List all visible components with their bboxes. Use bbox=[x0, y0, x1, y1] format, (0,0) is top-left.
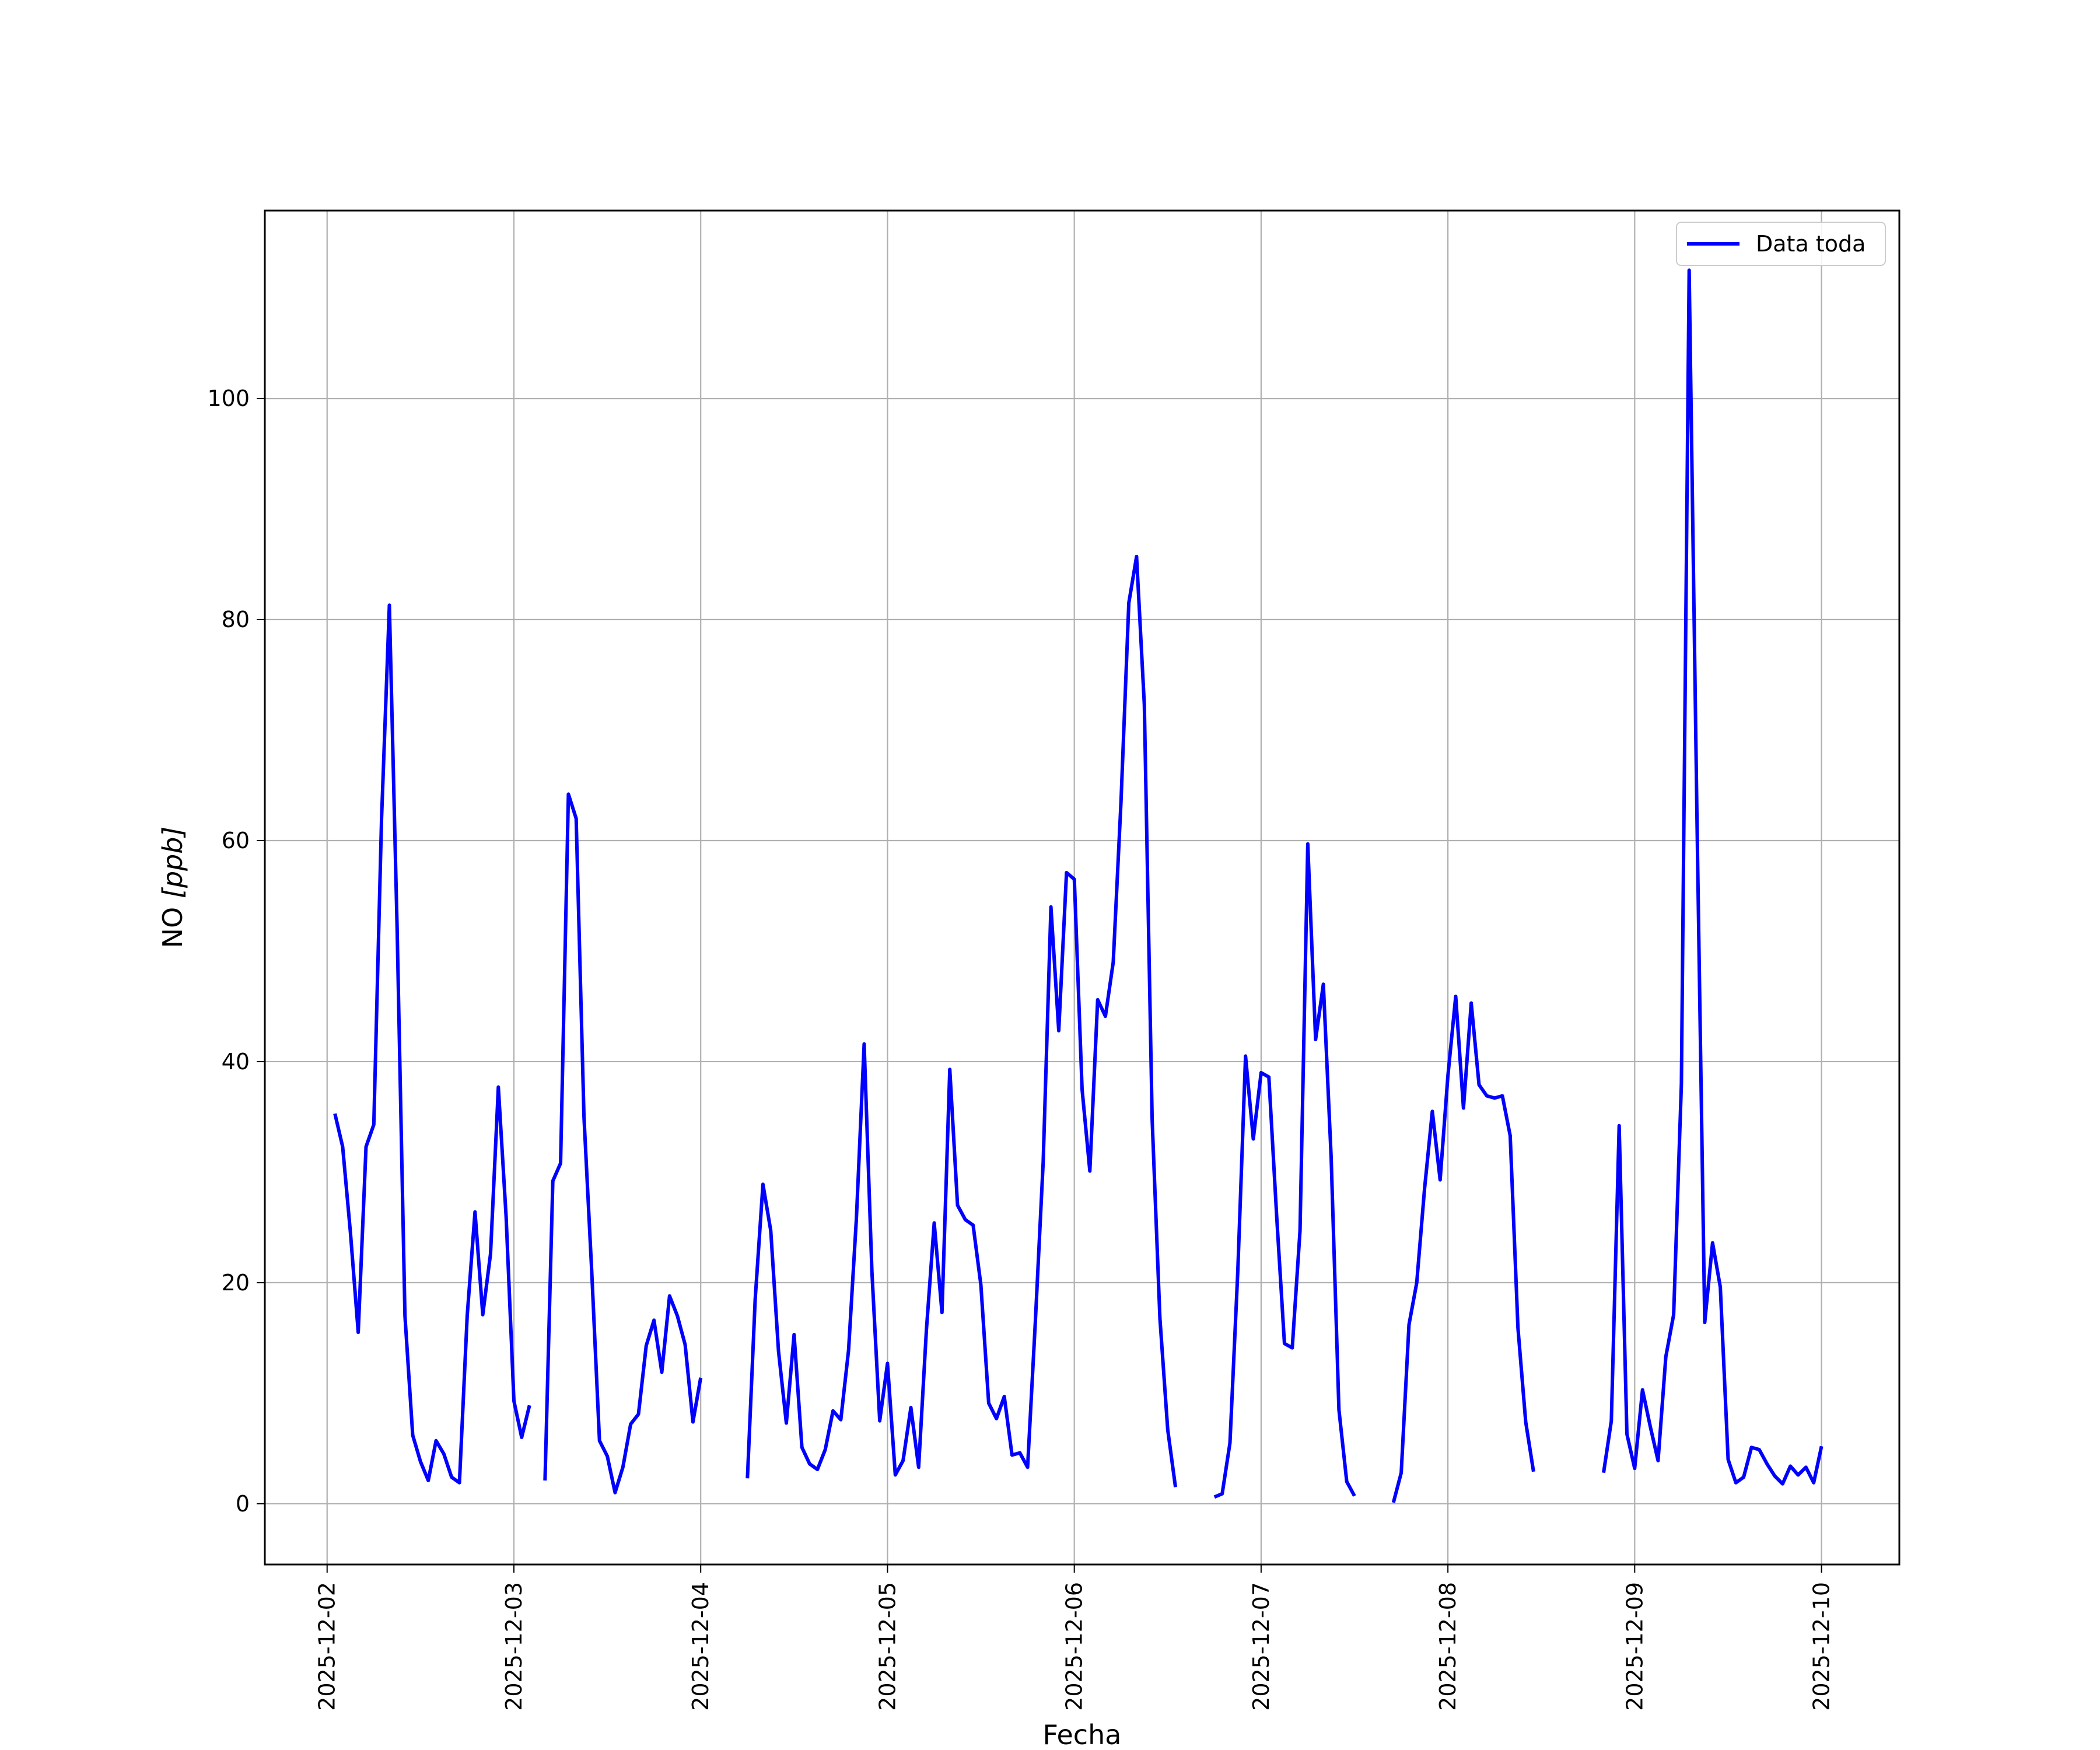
x-tick-label: 2025-12-09 bbox=[1622, 1582, 1647, 1711]
series-line-data-toda bbox=[1391, 995, 1535, 1503]
x-axis-label: Fecha bbox=[1043, 1719, 1122, 1750]
y-tick-label: 40 bbox=[222, 1049, 250, 1074]
x-tick-label: 2025-12-03 bbox=[501, 1582, 527, 1711]
x-tick-label: 2025-12-06 bbox=[1062, 1582, 1087, 1711]
x-tick-label: 2025-12-08 bbox=[1435, 1582, 1461, 1711]
series-line-data-toda bbox=[1602, 268, 1824, 1486]
x-tick-label: 2025-12-02 bbox=[314, 1582, 340, 1711]
series-line-data-toda bbox=[333, 603, 531, 1485]
series-layer bbox=[333, 268, 1824, 1503]
x-tick-label: 2025-12-10 bbox=[1809, 1582, 1835, 1711]
x-axis-ticks: 2025-12-02 2025-12-03 2025-12-04 2025-12-05… bbox=[314, 1564, 1835, 1711]
series-line-data-toda bbox=[1213, 842, 1356, 1499]
grid-lines bbox=[265, 211, 1899, 1564]
x-tick-label: 2025-12-04 bbox=[688, 1582, 713, 1711]
y-tick-label: 80 bbox=[222, 607, 250, 632]
y-tick-label: 100 bbox=[207, 386, 250, 411]
series-line-data-toda bbox=[543, 792, 703, 1494]
legend-label-data-toda: Data toda bbox=[1756, 231, 1866, 257]
y-tick-label: 0 bbox=[236, 1491, 250, 1517]
plot-area bbox=[265, 211, 1899, 1564]
y-tick-label: 60 bbox=[222, 828, 250, 853]
legend-box bbox=[1676, 222, 1886, 266]
plot-frame bbox=[264, 209, 1901, 1566]
y-axis-label: NO [ppb] bbox=[157, 827, 188, 949]
legend: Data toda bbox=[1676, 222, 1886, 266]
series-line-data-toda bbox=[746, 555, 1178, 1488]
x-tick-label: 2025-12-07 bbox=[1248, 1582, 1274, 1711]
x-tick-label: 2025-12-05 bbox=[874, 1582, 900, 1711]
y-axis-ticks: 0 20 40 60 80 100 bbox=[207, 386, 265, 1517]
y-tick-label: 20 bbox=[222, 1270, 250, 1296]
